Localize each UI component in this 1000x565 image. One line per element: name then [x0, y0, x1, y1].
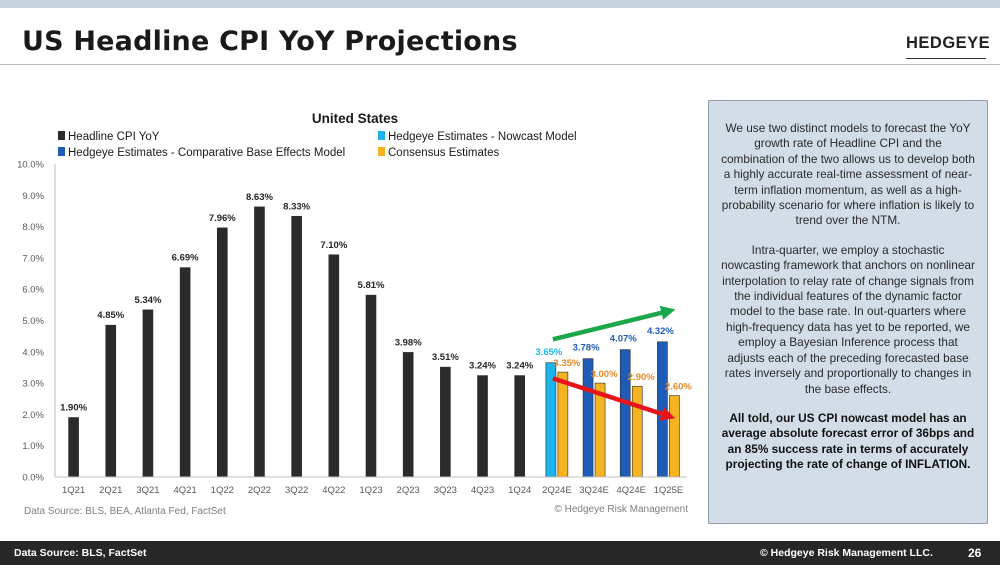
- headline-cpi-bar: [402, 352, 414, 478]
- x-tick-label: 2Q23: [397, 485, 420, 496]
- legend-label-base-effects: Hedgeye Estimates - Comparative Base Eff…: [68, 147, 345, 159]
- bar-value-label: 7.96%: [209, 213, 236, 224]
- cpi-chart: United States Headline CPI YoY Hedgeye E…: [0, 100, 705, 525]
- bar-value-label: 5.81%: [358, 280, 385, 291]
- consensus-bar: [557, 371, 569, 478]
- bar-value-label: 3.78%: [573, 343, 600, 354]
- bar-value-label: 5.34%: [134, 295, 161, 306]
- base-effects-bar: [619, 349, 631, 478]
- bar-value-label: 3.35%: [553, 358, 580, 369]
- legend-swatch-base-effects: [58, 147, 65, 156]
- headline-cpi-bar: [179, 267, 191, 478]
- y-tick-label: 9.0%: [22, 191, 44, 202]
- headline-cpi-bar: [291, 215, 302, 478]
- headline-cpi-bar: [105, 324, 117, 478]
- x-tick-label: 1Q21: [62, 485, 85, 496]
- headline-cpi-bar: [142, 309, 154, 478]
- footer-bar: Data Source: BLS, FactSet © Hedgeye Risk…: [0, 541, 1000, 565]
- y-tick-label: 3.0%: [22, 379, 44, 390]
- panel-paragraph-models: We use two distinct models to forecast t…: [721, 121, 975, 228]
- y-tick-label: 0.0%: [22, 473, 44, 484]
- panel-paragraph-accuracy: All told, our US CPI nowcast model has a…: [721, 410, 975, 472]
- x-tick-label: 1Q25E: [654, 485, 684, 496]
- legend-swatch-nowcast: [378, 131, 385, 140]
- headline-cpi-bar: [365, 294, 377, 478]
- y-tick-label: 1.0%: [22, 441, 44, 452]
- chart-source: Data Source: BLS, BEA, Atlanta Fed, Fact…: [24, 506, 226, 517]
- bar-value-label: 3.24%: [506, 361, 533, 372]
- consensus-bar: [631, 385, 643, 478]
- bar-value-label: 3.98%: [395, 337, 422, 348]
- x-axis: 1Q21 2Q21 3Q21 4Q21 1Q22 2Q22 3Q22 4Q22 1Q23 2Q23…: [55, 476, 687, 496]
- trend-arrows: [552, 305, 676, 421]
- bar-value-label: 2.60%: [665, 382, 692, 393]
- x-tick-label: 4Q22: [322, 485, 345, 496]
- chart-canvas: United States Headline CPI YoY Hedgeye E…: [17, 111, 692, 517]
- green-trend-arrow: [552, 305, 676, 342]
- red-trend-arrow: [552, 376, 676, 421]
- methodology-panel: We use two distinct models to forecast t…: [708, 100, 988, 524]
- bar-labels: 1.90% 4.85% 5.34% 6.69% 7.96% 8.63% 8.33% 7.10%…: [60, 192, 692, 414]
- x-tick-label: 3Q22: [285, 485, 308, 496]
- x-tick-label: 3Q21: [136, 485, 159, 496]
- headline-cpi-bar: [216, 227, 228, 478]
- footer-source: Data Source: BLS, FactSet: [14, 547, 147, 559]
- page-title: US Headline CPI YoY Projections: [22, 26, 518, 57]
- x-tick-label: 4Q21: [173, 485, 196, 496]
- headline-cpi-bar: [68, 417, 79, 478]
- x-tick-label: 2Q22: [248, 485, 271, 496]
- y-tick-label: 7.0%: [22, 253, 44, 264]
- headline-cpi-bar: [440, 366, 451, 478]
- bar-value-label: 4.32%: [647, 326, 674, 337]
- x-tick-label: 3Q23: [434, 485, 457, 496]
- bar-value-label: 4.07%: [610, 334, 637, 345]
- bar-value-label: 3.51%: [432, 352, 459, 363]
- headline-cpi-bar: [254, 206, 265, 478]
- bar-value-label: 8.63%: [246, 192, 273, 203]
- y-axis: 0.0% 1.0% 2.0% 3.0% 4.0% 5.0% 6.0% 7.0% 8.0% 9.0%…: [17, 160, 56, 484]
- legend-label-consensus: Consensus Estimates: [388, 147, 499, 159]
- headline-cpi-bar: [477, 375, 488, 478]
- panel-paragraph-nowcast: Intra-quarter, we employ a stochastic no…: [721, 242, 975, 396]
- bar-value-label: 2.90%: [628, 372, 655, 383]
- bar-value-label: 3.65%: [535, 347, 562, 358]
- y-tick-label: 6.0%: [22, 285, 44, 296]
- x-tick-label: 2Q24E: [542, 485, 572, 496]
- legend-swatch-consensus: [378, 147, 385, 156]
- x-tick-label: 2Q21: [99, 485, 122, 496]
- y-tick-label: 4.0%: [22, 347, 44, 358]
- x-tick-label: 1Q23: [359, 485, 382, 496]
- x-tick-label: 3Q24E: [579, 485, 609, 496]
- x-tick-label: 4Q23: [471, 485, 494, 496]
- bar-value-label: 1.90%: [60, 403, 87, 414]
- bar-value-label: 3.24%: [469, 361, 496, 372]
- x-tick-label: 1Q22: [211, 485, 234, 496]
- y-tick-label: 5.0%: [22, 316, 44, 327]
- top-strip: [0, 0, 1000, 8]
- title-divider: [0, 64, 1000, 65]
- x-tick-label: 1Q24: [508, 485, 531, 496]
- chart-copyright: © Hedgeye Risk Management: [554, 504, 688, 515]
- y-tick-label: 8.0%: [22, 222, 44, 233]
- hedgeye-logo: HEDGEYE: [906, 34, 991, 52]
- bar-value-label: 7.10%: [320, 240, 347, 251]
- y-tick-label: 10.0%: [17, 160, 44, 171]
- headline-cpi-bar: [328, 254, 340, 478]
- bar-value-label: 8.33%: [283, 201, 310, 212]
- legend-label-headline: Headline CPI YoY: [68, 131, 160, 143]
- bar-value-label: 4.85%: [97, 310, 124, 321]
- page-number: 26: [968, 546, 982, 560]
- headline-cpi-bar: [514, 375, 526, 478]
- base-effects-bar: [657, 341, 668, 478]
- chart-title: United States: [312, 111, 398, 126]
- y-tick-label: 2.0%: [22, 410, 44, 421]
- bar-value-label: 6.69%: [172, 253, 199, 264]
- consensus-bar: [669, 395, 680, 478]
- x-tick-label: 4Q24E: [616, 485, 646, 496]
- footer-copyright: © Hedgeye Risk Management LLC.: [760, 547, 933, 559]
- logo-underline: [906, 58, 986, 59]
- bar-value-label: 3.00%: [591, 369, 618, 380]
- legend-label-nowcast: Hedgeye Estimates - Nowcast Model: [388, 131, 577, 143]
- legend-swatch-headline: [58, 131, 65, 140]
